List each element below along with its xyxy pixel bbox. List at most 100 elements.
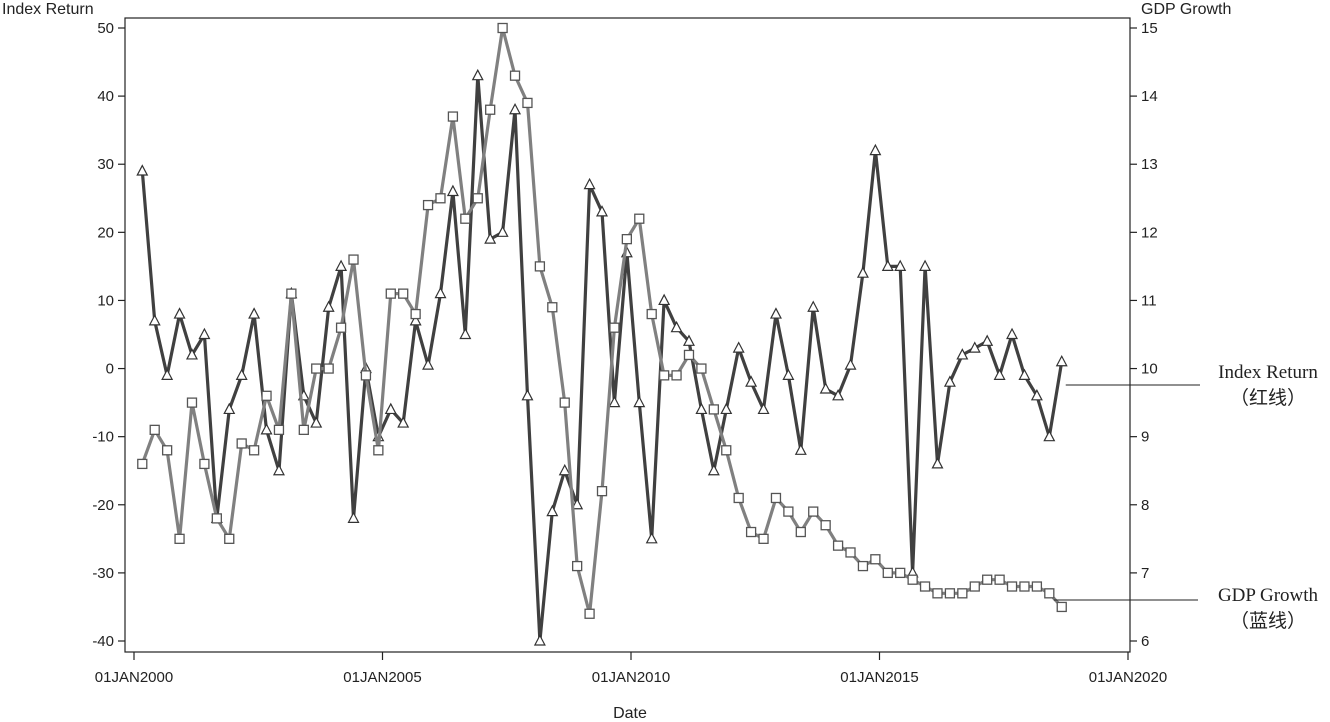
data-point xyxy=(621,233,633,245)
data-point xyxy=(634,213,645,224)
data-point xyxy=(857,560,869,572)
data-point xyxy=(1044,588,1055,599)
data-point xyxy=(185,348,198,360)
data-point xyxy=(969,581,980,592)
data-point xyxy=(273,424,285,436)
data-point xyxy=(311,363,322,374)
data-point xyxy=(845,547,856,558)
data-point xyxy=(721,445,732,456)
data-point xyxy=(981,334,994,346)
data-point xyxy=(472,193,483,204)
data-point xyxy=(235,368,248,380)
data-point xyxy=(137,458,148,470)
annotation-layer xyxy=(1053,384,1200,601)
data-point xyxy=(932,588,943,599)
right-y-axis: 15 14 13 12 11 10 9 8 7 6 xyxy=(1130,20,1158,650)
data-point xyxy=(832,389,845,401)
right-tick-label: 13 xyxy=(1141,156,1158,173)
right-tick-label: 12 xyxy=(1141,224,1158,241)
data-point xyxy=(572,560,583,572)
x-axis: 01JAN2000 01JAN2005 01JAN2010 01JAN2015 01JA… xyxy=(95,652,1167,686)
data-point xyxy=(919,259,932,271)
right-tick-label: 6 xyxy=(1141,633,1149,650)
data-point xyxy=(484,232,497,244)
data-point xyxy=(819,382,832,394)
data-point xyxy=(795,526,806,538)
data-point xyxy=(782,368,795,380)
data-point xyxy=(136,164,149,176)
data-point xyxy=(895,567,906,579)
data-point xyxy=(957,588,968,599)
data-point xyxy=(348,254,359,265)
data-point xyxy=(571,497,584,510)
data-point xyxy=(533,634,546,646)
data-point xyxy=(609,322,620,333)
data-point xyxy=(658,293,671,306)
data-point xyxy=(993,368,1006,380)
data-point xyxy=(211,513,222,524)
left-tick-label: -20 xyxy=(92,497,114,514)
data-point xyxy=(409,314,422,326)
data-point xyxy=(459,327,472,340)
gdp-growth-annotation-note: （蓝线） xyxy=(1230,610,1306,632)
data-point xyxy=(671,370,682,381)
data-point xyxy=(559,397,570,408)
data-point xyxy=(1056,601,1067,613)
right-tick-label: 8 xyxy=(1141,497,1149,514)
left-axis-title: Index Return xyxy=(2,1,94,18)
left-tick-label: 30 xyxy=(97,156,114,173)
data-point xyxy=(758,533,769,544)
data-point xyxy=(1043,429,1056,442)
series-layer xyxy=(136,22,1068,646)
data-point xyxy=(286,288,297,299)
data-point xyxy=(323,363,334,374)
data-point xyxy=(696,363,707,374)
data-point xyxy=(471,68,484,81)
data-point xyxy=(446,184,459,197)
data-point xyxy=(272,463,285,476)
data-point xyxy=(870,554,881,565)
data-point xyxy=(522,97,533,109)
data-point xyxy=(521,389,534,401)
data-point xyxy=(646,308,657,320)
data-point xyxy=(882,567,893,579)
data-point xyxy=(161,368,174,380)
data-point xyxy=(534,261,546,272)
data-point xyxy=(584,608,595,619)
data-point xyxy=(434,286,447,299)
data-point xyxy=(298,424,309,436)
data-point xyxy=(745,375,758,387)
data-point xyxy=(149,424,160,436)
series-line xyxy=(140,74,1064,643)
data-point xyxy=(1031,581,1043,592)
data-point xyxy=(708,404,719,415)
data-point xyxy=(347,511,360,524)
data-point xyxy=(757,402,770,415)
data-point xyxy=(856,266,869,278)
data-point xyxy=(385,288,396,299)
data-point xyxy=(186,397,198,408)
left-tick-label: -30 xyxy=(92,565,114,582)
data-point xyxy=(435,193,446,204)
data-point xyxy=(360,370,372,381)
data-point xyxy=(174,533,185,544)
data-point xyxy=(682,334,695,346)
data-point xyxy=(1018,368,1031,380)
left-y-axis: 50 40 30 20 10 0 -10 -20 -30 -40 xyxy=(92,20,125,650)
data-point xyxy=(944,588,956,599)
data-point xyxy=(260,423,273,435)
data-point xyxy=(384,402,397,415)
data-point xyxy=(236,438,247,449)
data-point xyxy=(645,532,658,544)
data-point xyxy=(783,506,794,517)
data-point xyxy=(982,574,993,585)
data-point xyxy=(919,581,931,592)
data-point xyxy=(832,540,844,551)
data-point xyxy=(496,225,509,237)
data-point xyxy=(733,492,744,504)
data-point xyxy=(410,308,421,320)
data-point xyxy=(199,458,210,470)
data-point xyxy=(1030,389,1043,401)
data-point xyxy=(223,402,236,415)
